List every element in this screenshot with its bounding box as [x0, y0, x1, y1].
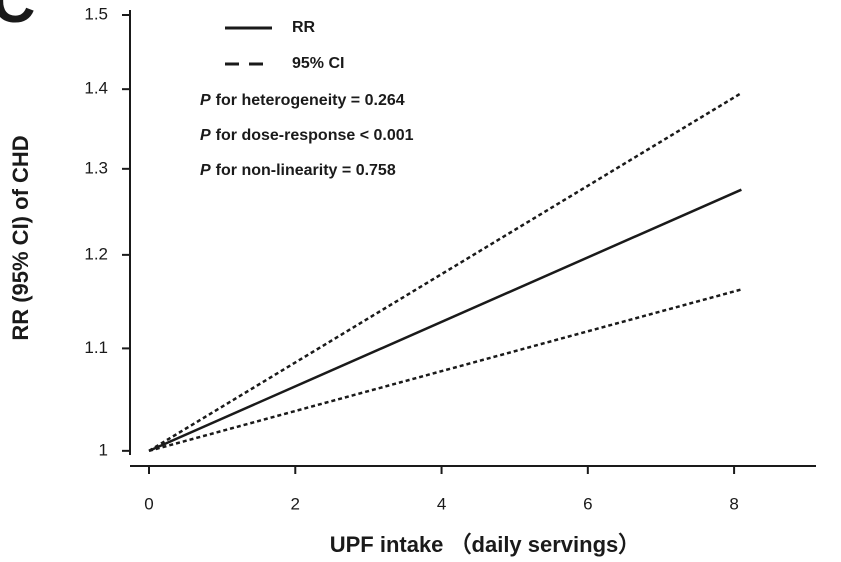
annotation-italic: P [200, 127, 211, 144]
x-tick-label: 2 [291, 494, 300, 513]
legend-label: RR [292, 19, 316, 36]
series-line [148, 188, 742, 452]
x-tick-label: 8 [729, 494, 738, 513]
annotation-text: for non-linearity = 0.758 [216, 162, 396, 179]
y-tick-label: 1.3 [84, 158, 108, 177]
x-axis-label: UPF intake （daily servings） [330, 532, 641, 557]
panel-label: C [0, 0, 35, 35]
annotation-text: for heterogeneity = 0.264 [216, 92, 405, 109]
legend-label: 95% CI [292, 55, 344, 72]
series-line [148, 91, 743, 452]
y-tick-label: 1.2 [84, 244, 108, 263]
y-tick-label: 1.5 [84, 4, 108, 23]
y-tick-label: 1.4 [84, 79, 108, 98]
y-tick-label: 1 [99, 440, 108, 459]
x-tick-label: 4 [437, 494, 446, 513]
annotation-italic: P [200, 92, 211, 109]
annotation-text: for dose-response < 0.001 [216, 127, 414, 144]
y-axis-label: RR (95% CI) of CHD [8, 135, 33, 340]
y-tick-label: 1.1 [84, 338, 108, 357]
annotation-italic: P [200, 162, 211, 179]
x-tick-label: 0 [144, 494, 153, 513]
x-tick-label: 6 [583, 494, 592, 513]
series-line [148, 288, 742, 453]
